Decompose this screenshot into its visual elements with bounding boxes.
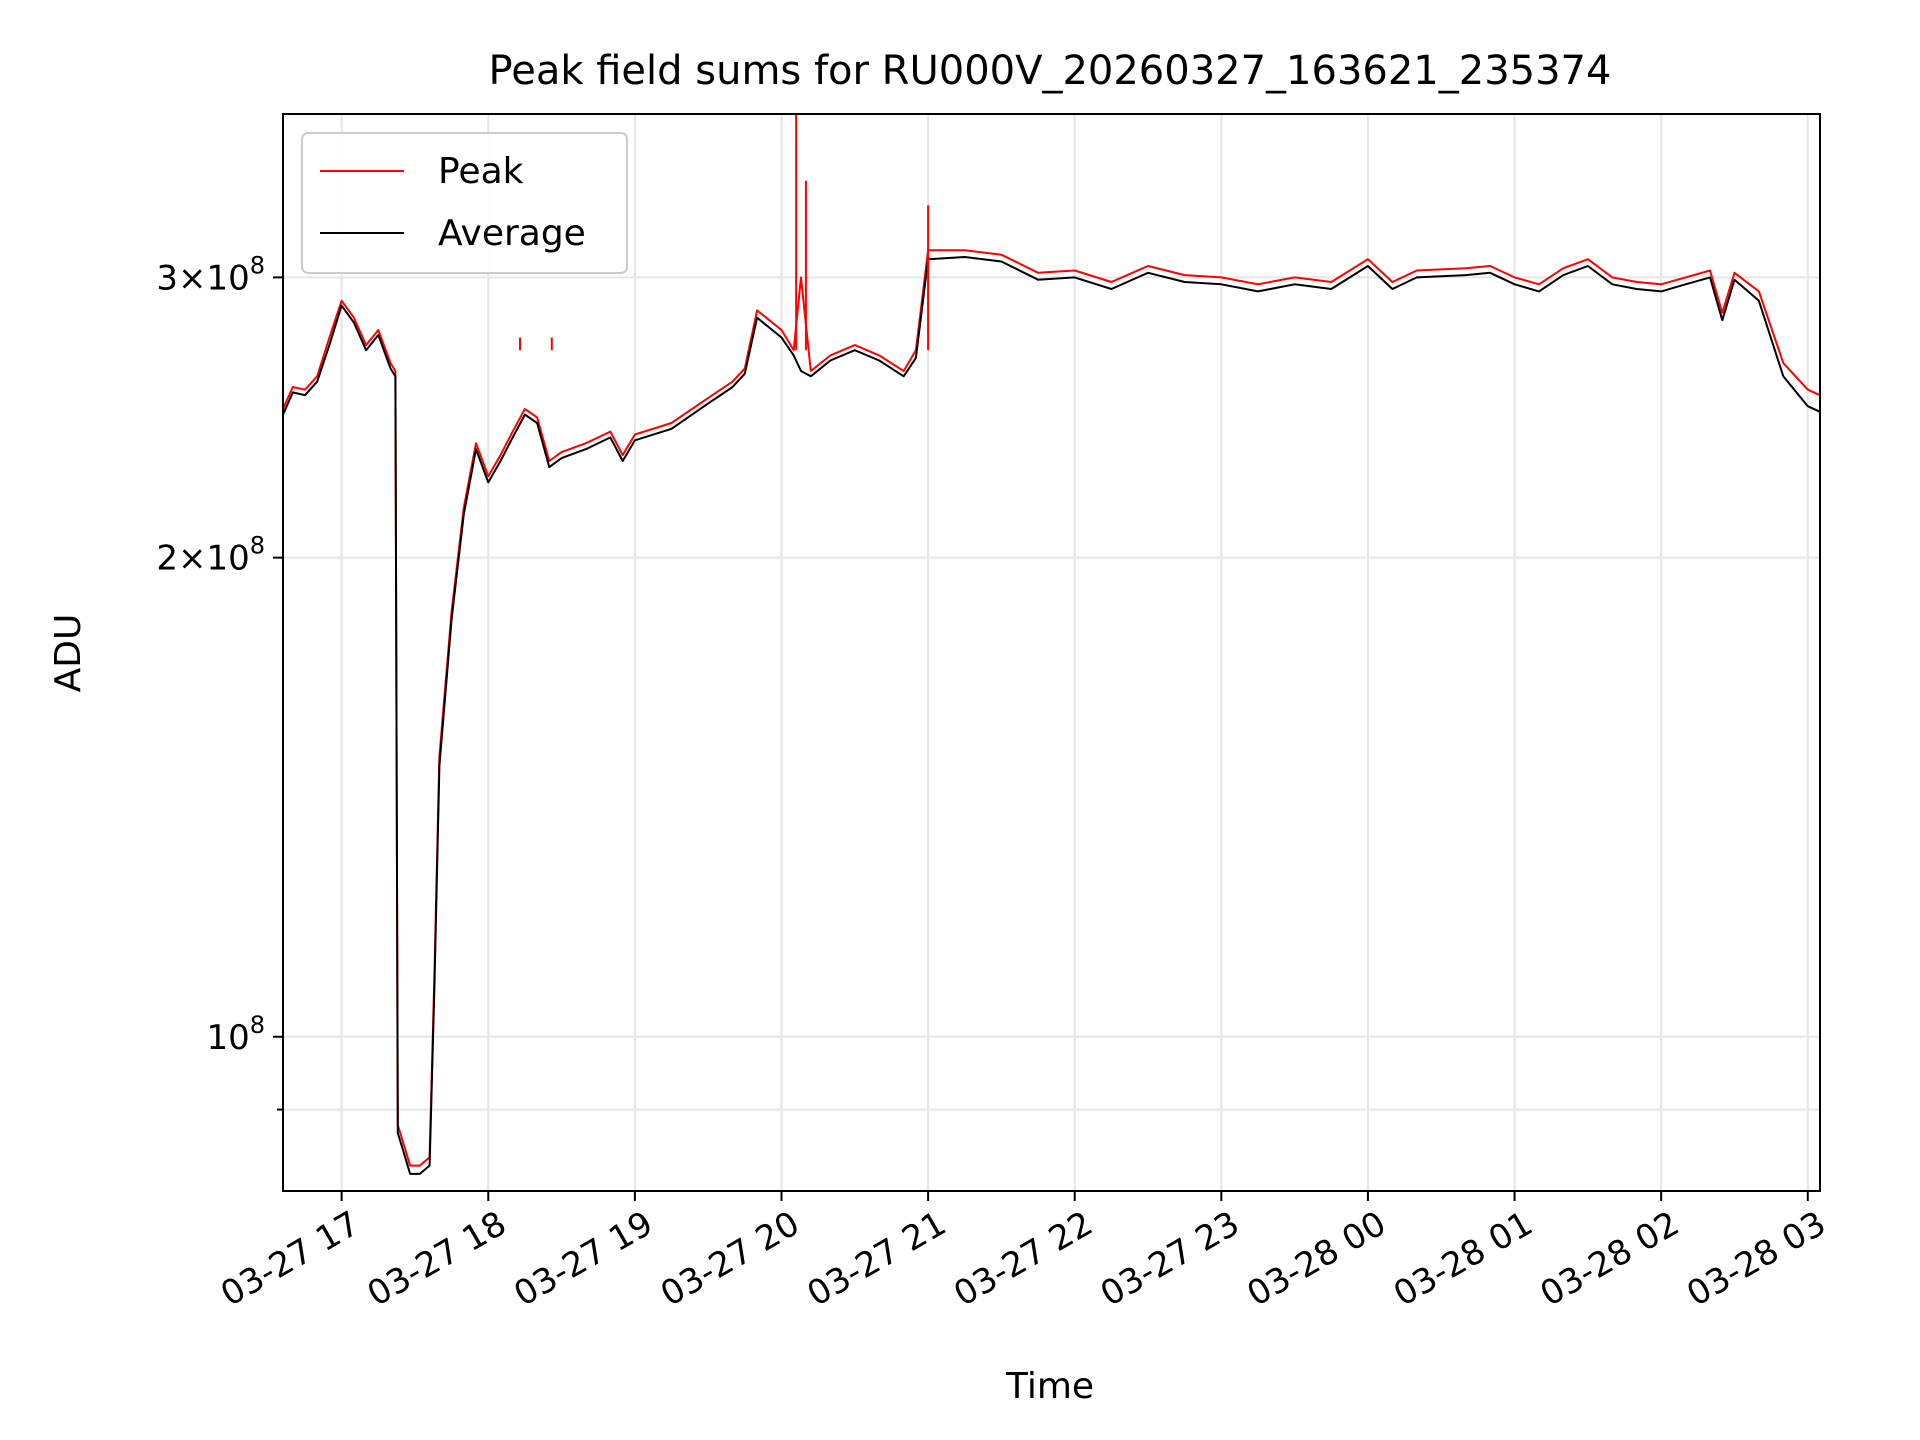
series-line-peak <box>282 249 1821 1167</box>
chart-title: Peak field sums for RU000V_20260327_1636… <box>489 48 1612 94</box>
legend-label: Peak <box>438 151 524 192</box>
y-tick-label: 3×108 <box>156 251 265 298</box>
y-tick-base: 3×10 <box>156 258 249 298</box>
y-tick-exponent: 8 <box>250 532 265 560</box>
y-tick-exponent: 8 <box>250 1011 265 1039</box>
y-tick-exponent: 8 <box>250 251 265 279</box>
legend-label: Average <box>438 213 586 254</box>
y-axis-label: ADU <box>48 614 89 693</box>
y-tick-label: 108 <box>206 1011 265 1058</box>
legend: Peak Average <box>301 132 628 274</box>
plot-frame <box>282 113 1821 1192</box>
y-tick-base: 10 <box>206 1018 249 1058</box>
grid <box>283 114 1820 1191</box>
x-axis-label: Time <box>1005 1366 1094 1407</box>
series-layer <box>282 114 1821 1175</box>
y-tick-label: 2×108 <box>156 532 265 579</box>
series-line-average <box>282 256 1821 1175</box>
legend-box <box>301 132 628 274</box>
y-tick-base: 2×10 <box>156 539 249 579</box>
